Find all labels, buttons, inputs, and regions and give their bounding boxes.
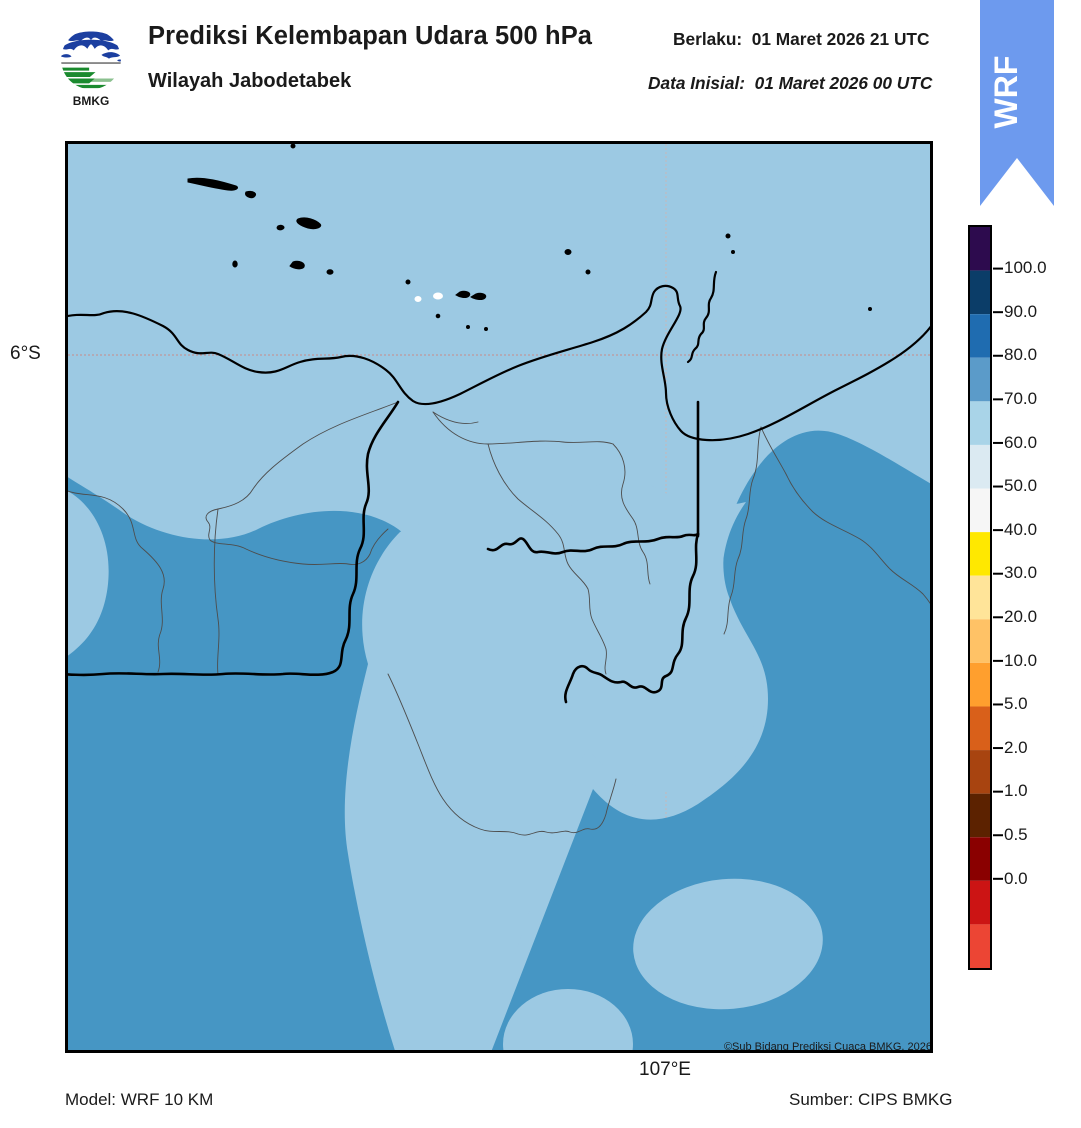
svg-text:©Sub Bidang Prediksi Cuaca BMK: ©Sub Bidang Prediksi Cuaca BMKG, 2026	[724, 1041, 932, 1053]
svg-text:BMKG: BMKG	[73, 94, 110, 108]
